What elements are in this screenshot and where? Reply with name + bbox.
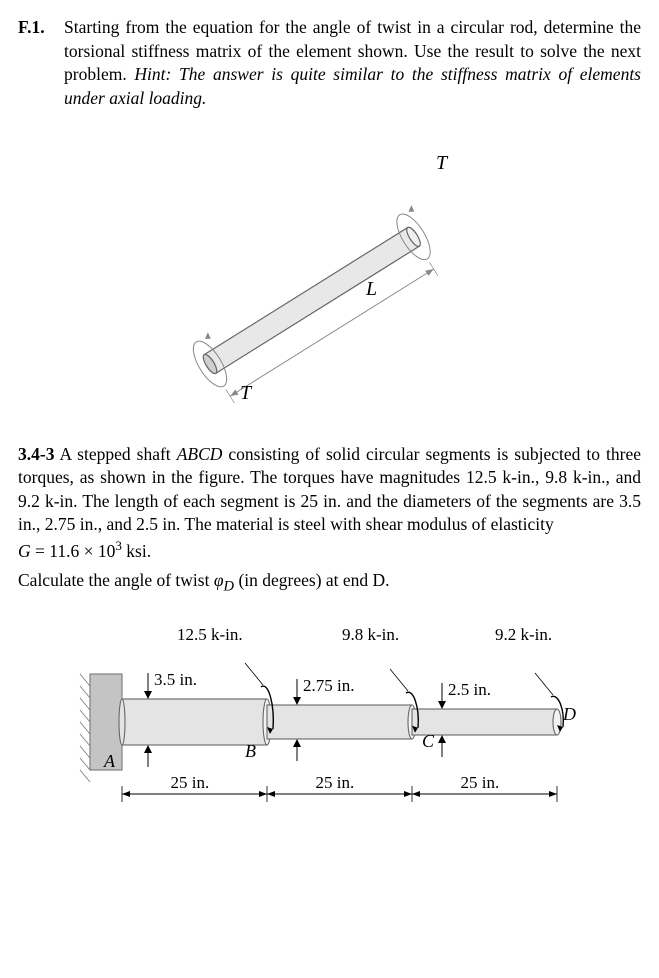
svg-text:C: C (422, 731, 435, 751)
hint-text: Hint: The answer is quite similar to the… (64, 64, 641, 108)
g-exponent: 3 (115, 538, 122, 553)
svg-text:A: A (103, 751, 116, 771)
svg-text:12.5 k-in.: 12.5 k-in. (177, 625, 243, 644)
svg-text:T: T (240, 382, 253, 404)
problem-number: F.1. (18, 16, 64, 111)
problem-f1: F.1. Starting from the equation for the … (18, 16, 641, 111)
svg-text:25 in.: 25 in. (315, 773, 354, 792)
svg-text:2.75 in.: 2.75 in. (303, 676, 354, 695)
svg-text:25 in.: 25 in. (460, 773, 499, 792)
svg-text:L: L (365, 278, 377, 300)
problem-text: Starting from the equation for the angle… (64, 16, 641, 111)
shear-modulus-G: G (18, 541, 31, 561)
problem-343: 3.4-3 A stepped shaft ABCD consisting of… (18, 443, 641, 564)
phi-symbol: φ (214, 570, 224, 590)
shaft-diagram: 3.5 in. 2.75 in. 2.5 in. 12.5 k-in. 9.8 k-in… (18, 612, 641, 822)
rod-svg: T T L (150, 139, 510, 409)
svg-text:25 in.: 25 in. (170, 773, 209, 792)
svg-text:B: B (245, 741, 256, 761)
problem-343-question: Calculate the angle of twist φD (in degr… (18, 569, 641, 597)
rod-diagram: T T L (18, 139, 641, 409)
svg-text:2.5 in.: 2.5 in. (448, 680, 491, 699)
svg-text:9.8 k-in.: 9.8 k-in. (342, 625, 399, 644)
q-suffix: (in degrees) at end D. (234, 570, 390, 590)
svg-text:9.2 k-in.: 9.2 k-in. (495, 625, 552, 644)
problem-hint: Hint: The answer is quite similar to the… (64, 64, 641, 108)
svg-text:3.5 in.: 3.5 in. (154, 670, 197, 689)
problem-343-body: A stepped shaft ABCD consisting of solid… (18, 444, 641, 535)
shear-modulus-value: = 11.6 × 103 ksi. (35, 541, 151, 561)
svg-text:T: T (436, 152, 449, 174)
phi-sub: D (224, 579, 235, 595)
shaft-svg: 3.5 in. 2.75 in. 2.5 in. 12.5 k-in. 9.8 k-in… (50, 612, 610, 822)
problem-343-number: 3.4-3 (18, 444, 54, 464)
q-prefix: Calculate the angle of twist (18, 570, 214, 590)
svg-text:D: D (562, 704, 576, 724)
